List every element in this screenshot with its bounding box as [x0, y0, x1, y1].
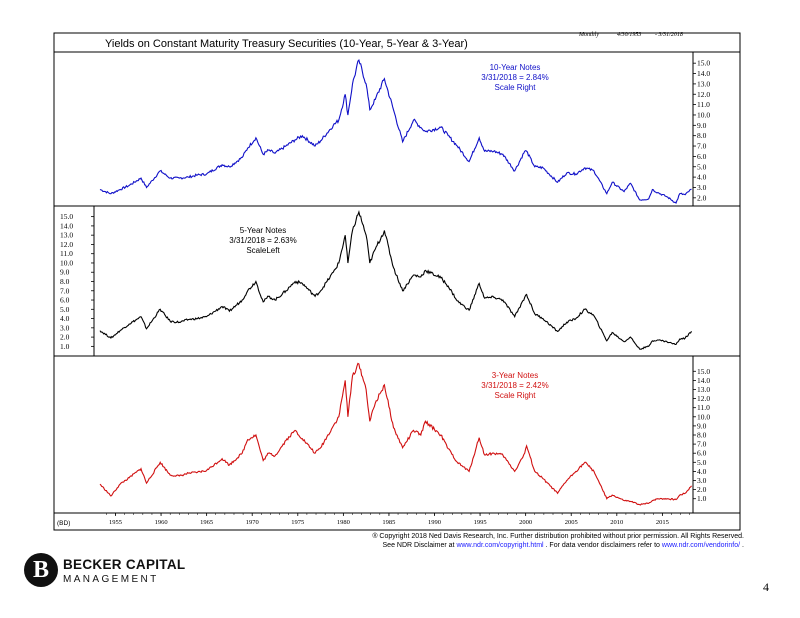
y-tick-label: 11.0	[697, 403, 710, 412]
y-tick-label: 13.0	[697, 385, 710, 394]
10-year-notes-panel: 15.014.013.0 12.011.010.0 9.08.0 7.06.05.0 4…	[99, 58, 710, 204]
x-tick-label: 2010	[610, 519, 623, 526]
3-year-notes-annotation-line: Scale Right	[495, 391, 537, 400]
y-tick-label: 10.0	[697, 412, 710, 421]
x-tick-label: 2000	[519, 519, 532, 526]
x-tick-label: 1970	[246, 519, 259, 526]
y-tick-label: 12.0	[60, 240, 73, 249]
disclaimer-middle: . For data vendor disclaimers refer to	[545, 542, 660, 549]
3-year-notes-series-line	[99, 362, 692, 506]
y-tick-label: 10.0	[697, 110, 710, 119]
y-tick-label: 6.0	[697, 449, 707, 458]
x-tick-label: 2015	[656, 519, 669, 526]
page-number: 4	[763, 580, 769, 594]
y-tick-label: 11.0	[697, 100, 710, 109]
3-year-notes-annotation-line: 3/31/2018 = 2.42%	[481, 381, 548, 390]
y-tick-label: 8.0	[697, 131, 707, 140]
y-tick-label: 4.0	[697, 467, 707, 476]
y-tick-label: 4.0	[60, 314, 70, 323]
5-year-notes-annotation-line: ScaleLeft	[246, 246, 280, 255]
y-tick-label: 4.0	[697, 173, 707, 182]
y-tick-label: 3.0	[697, 476, 707, 485]
y-tick-label: 8.0	[60, 277, 70, 286]
y-tick-label: 3.0	[697, 183, 707, 192]
y-tick-label: 11.0	[60, 249, 73, 258]
x-tick-label: 1965	[200, 519, 213, 526]
y-tick-label: 5.0	[697, 162, 707, 171]
y-tick-label: 15.0	[697, 367, 710, 376]
5-year-notes-panel: 15.014.013.012.011.010.09.08.07.06.05.04…	[60, 210, 692, 351]
y-tick-label: 15.0	[60, 212, 73, 221]
10-year-notes-annotation-line: 3/31/2018 = 2.84%	[481, 73, 548, 82]
y-tick-label: 5.0	[60, 305, 70, 314]
y-tick-label: 15.0	[697, 59, 710, 68]
frequency-label: Monthly	[579, 32, 599, 38]
x-tick-label: 1975	[291, 519, 304, 526]
3-year-notes-annotation-line: 3-Year Notes	[492, 371, 538, 380]
chart-frame	[53, 32, 741, 531]
5-year-notes-series-line	[99, 210, 692, 350]
x-tick-label: 1980	[337, 519, 350, 526]
10-year-notes-series-line	[99, 58, 692, 204]
y-tick-label: 7.0	[60, 286, 70, 295]
5-year-notes-annotation-line: 5-Year Notes	[240, 226, 286, 235]
y-tick-label: 8.0	[697, 431, 707, 440]
y-tick-label: 7.0	[697, 440, 707, 449]
y-tick-label: 9.0	[60, 268, 70, 277]
x-tick-label: 1990	[428, 519, 441, 526]
y-tick-label: 10.0	[60, 258, 73, 267]
y-tick-label: 7.0	[697, 142, 707, 151]
copyright-link[interactable]: www.ndr.com/copyright.html	[456, 542, 544, 549]
y-tick-label: 9.0	[697, 421, 707, 430]
x-axis: 1955 1960 1965 1970 1975 1980 1985 1990 1995 2000…	[106, 513, 690, 526]
y-tick-label: 2.0	[697, 485, 707, 494]
y-tick-label: 1.0	[697, 494, 707, 503]
y-tick-label: 13.0	[697, 79, 710, 88]
x-axis-corner-label: (BD)	[57, 520, 70, 527]
y-tick-label: 6.0	[697, 152, 707, 161]
y-tick-label: 5.0	[697, 458, 707, 467]
5-year-notes-annotation-line: 3/31/2018 = 2.63%	[229, 236, 296, 245]
y-tick-label: 14.0	[697, 376, 710, 385]
disclaimer-prefix: See NDR Disclaimer at	[382, 542, 455, 549]
becker-logo-icon: B	[24, 553, 58, 587]
y-tick-label: 3.0	[60, 323, 70, 332]
y-tick-label: 6.0	[60, 296, 70, 305]
disclaimer-line: See NDR Disclaimer at www.ndr.com/copyri…	[383, 542, 744, 549]
start-date-label: 4/30/1953	[617, 32, 642, 38]
brand-name-line2: MANAGEMENT	[63, 574, 159, 585]
y-tick-label: 14.0	[697, 69, 710, 78]
copyright-line: ® Copyright 2018 Ned Davis Research, Inc…	[372, 533, 744, 540]
10-year-notes-annotation-line: 10-Year Notes	[490, 63, 541, 72]
y-tick-label: 2.0	[697, 193, 707, 202]
x-tick-label: 2005	[565, 519, 578, 526]
vendorinfo-link[interactable]: www.ndr.com/vendorinfo/	[661, 542, 741, 549]
3-year-notes-panel: 15.014.013.012.011.010.09.08.07.06.05.04…	[99, 362, 710, 506]
brand-name-line1: BECKER CAPITAL	[63, 557, 186, 572]
chart-panels: 15.014.013.012.011.010.09.08.07.06.05.04…	[60, 58, 710, 506]
y-tick-label: 9.0	[697, 121, 707, 130]
x-tick-label: 1995	[474, 519, 487, 526]
y-tick-label: 13.0	[60, 231, 73, 240]
disclaimer-suffix: .	[742, 542, 744, 549]
y-tick-label: 1.0	[60, 342, 70, 351]
y-tick-label: 2.0	[60, 333, 70, 342]
x-tick-label: 1960	[155, 519, 168, 526]
logo-letter: B	[32, 557, 49, 583]
end-date-label: - 3/31/2018	[655, 32, 683, 38]
y-tick-label: 12.0	[697, 90, 710, 99]
x-tick-label: 1955	[109, 519, 122, 526]
x-tick-label: 1985	[382, 519, 395, 526]
10-year-notes-annotation-line: Scale Right	[495, 83, 537, 92]
y-tick-label: 14.0	[60, 221, 73, 230]
y-tick-label: 12.0	[697, 394, 710, 403]
chart-title: Yields on Constant Maturity Treasury Sec…	[105, 38, 468, 50]
